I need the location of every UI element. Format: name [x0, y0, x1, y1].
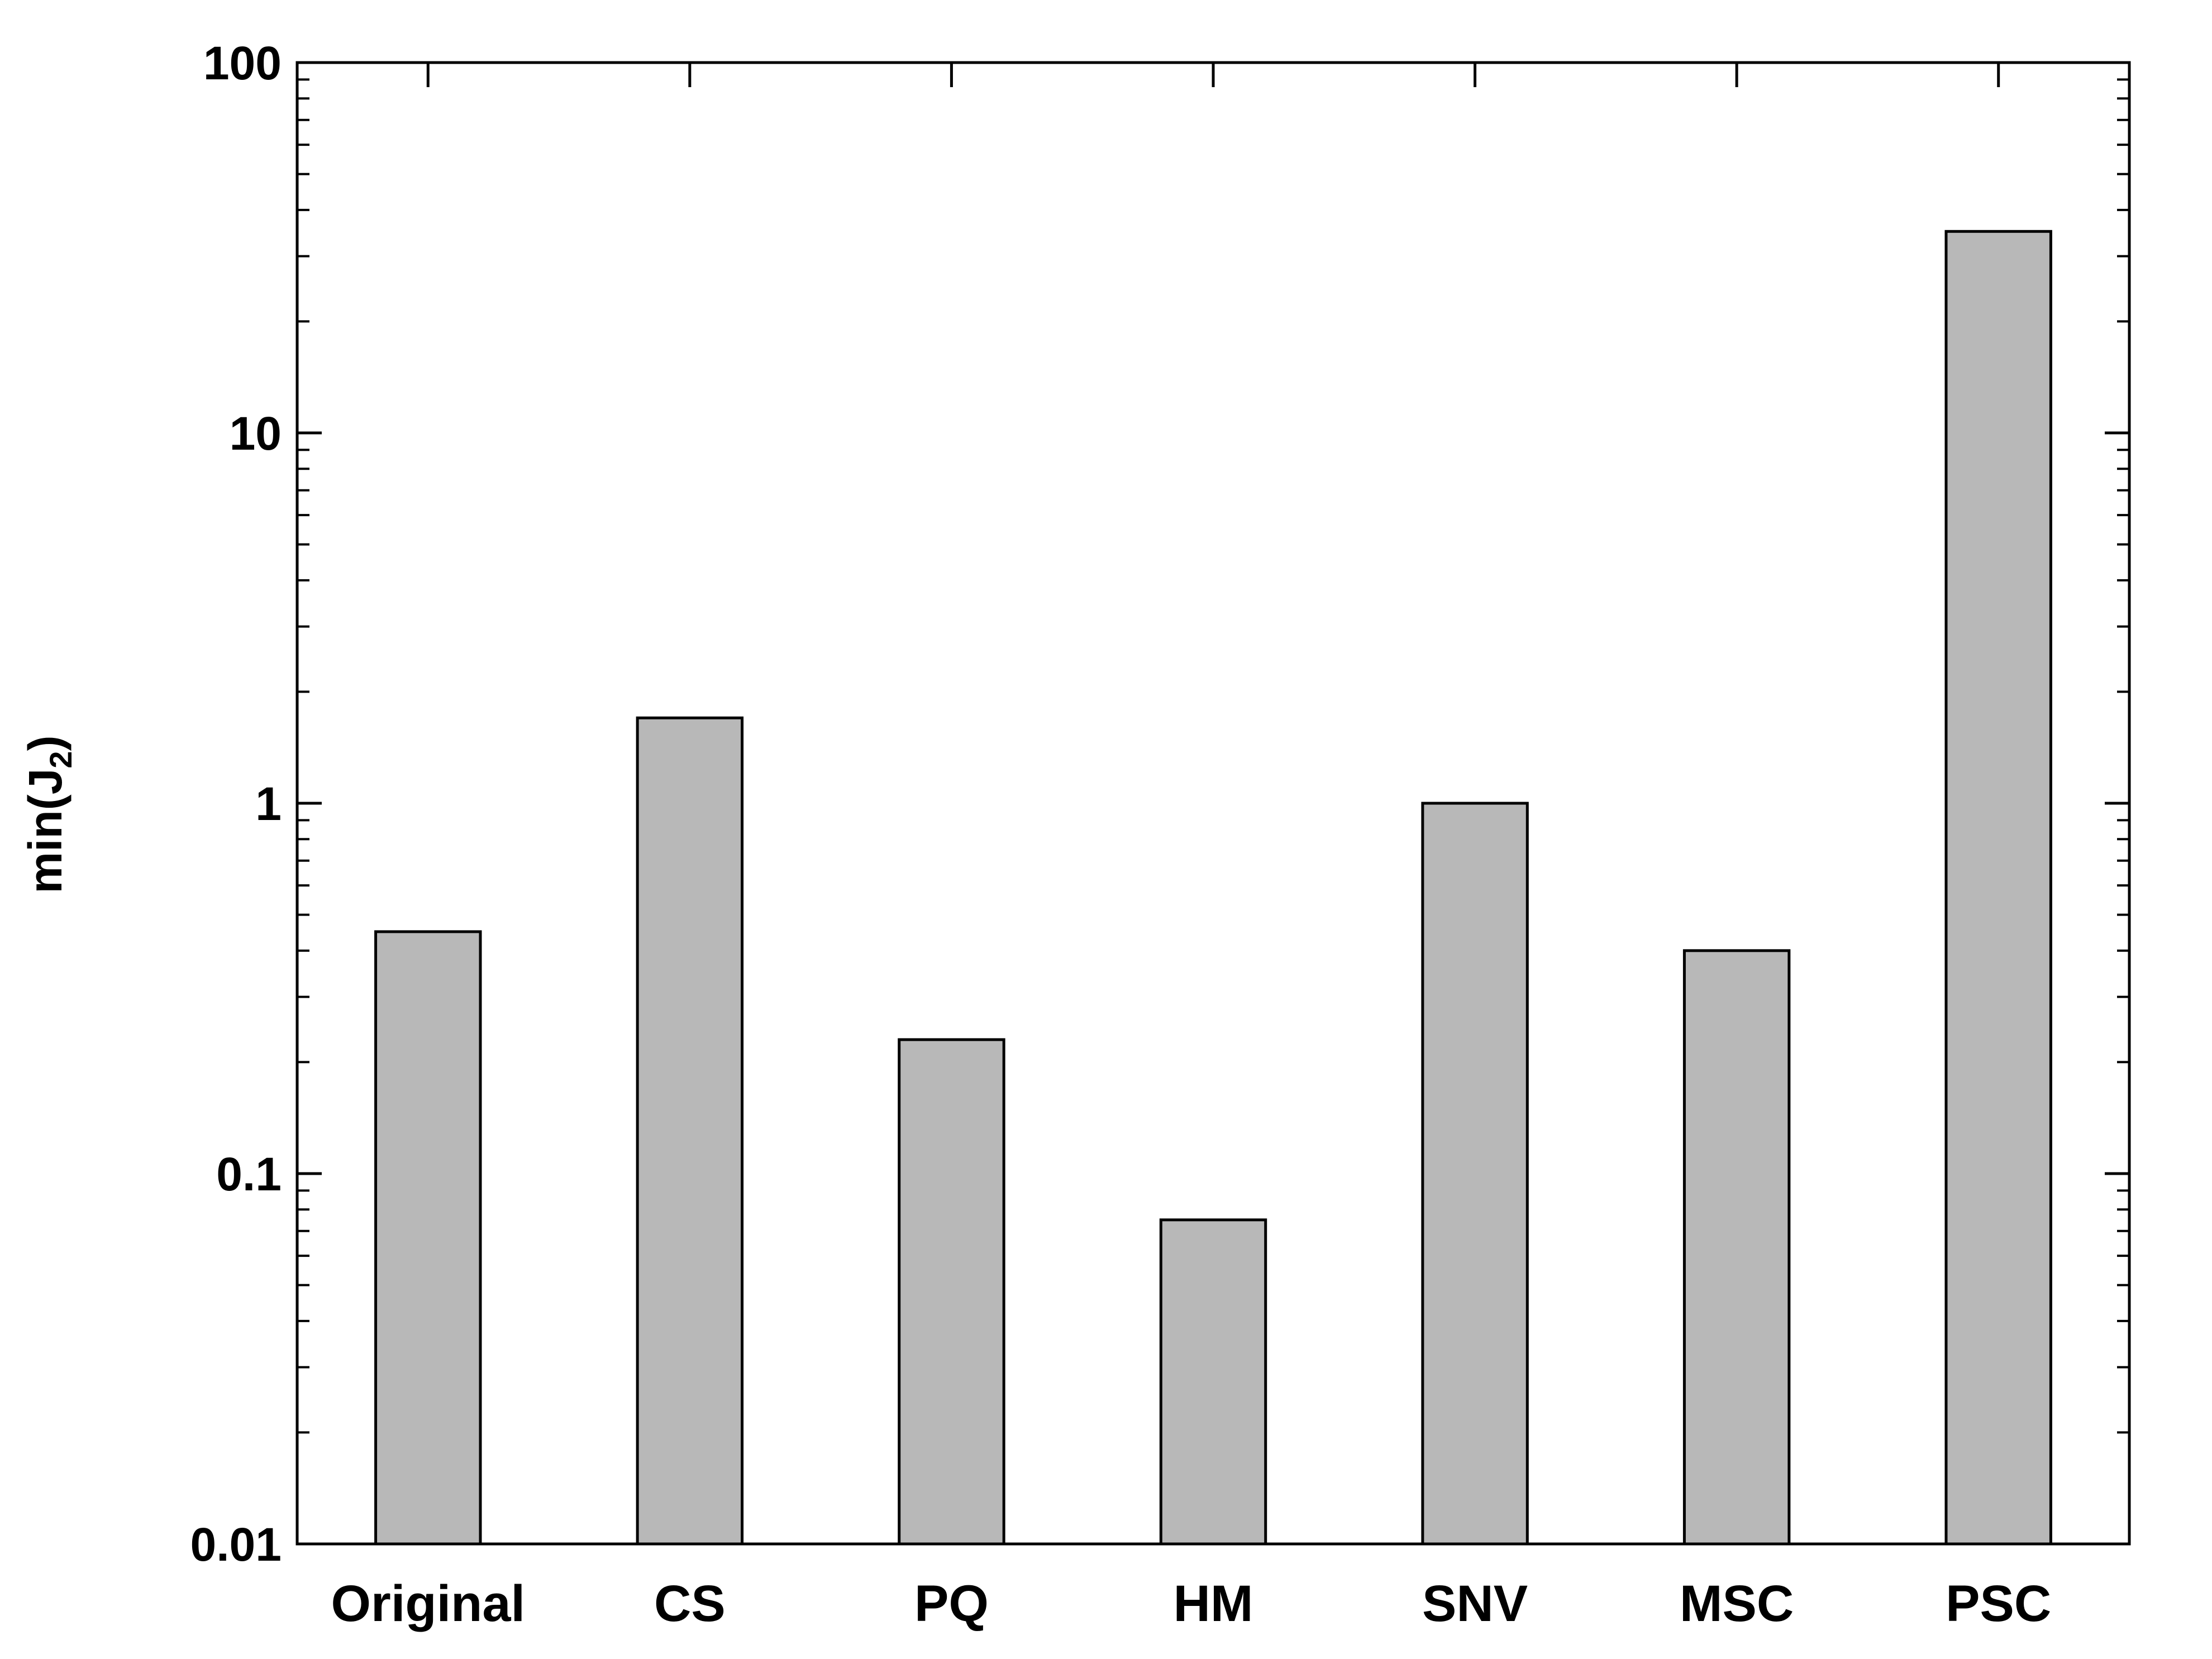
bar-psc [1944, 230, 2052, 1546]
bar-snv [1421, 802, 1529, 1546]
y-axis-title-subscript: 2 [43, 751, 78, 768]
y-axis-title-close: ) [19, 735, 71, 751]
bar-hm [1159, 1218, 1267, 1546]
x-category-labels: Original CS PQ HM SNV MSC PSC [331, 1575, 2051, 1632]
plot-frame [295, 61, 2131, 1546]
y-tick-label: 1 [255, 778, 282, 830]
x-category-label: PSC [1946, 1575, 2051, 1632]
y-axis-title: min(J2) [19, 735, 78, 893]
y-axis-title-base: min(J [19, 769, 71, 894]
y-tick-labels: 0.01 0.1 1 10 100 [190, 37, 282, 1571]
axis-ticks-group [297, 61, 2129, 1546]
y-tick-label: 100 [203, 37, 282, 89]
x-category-label: SNV [1422, 1575, 1528, 1632]
bars-group [374, 230, 2052, 1546]
bar-original [374, 930, 482, 1546]
bar-cs [636, 716, 744, 1546]
x-category-label: Original [331, 1575, 525, 1632]
y-tick-label: 0.01 [190, 1518, 282, 1571]
y-tick-label: 10 [230, 407, 282, 460]
x-category-label: HM [1173, 1575, 1253, 1632]
bar-msc [1682, 949, 1791, 1546]
x-category-label: PQ [914, 1575, 989, 1632]
bar-pq [898, 1038, 1005, 1546]
x-category-label: MSC [1680, 1575, 1794, 1632]
x-category-label: CS [654, 1575, 726, 1632]
y-tick-label: 0.1 [216, 1148, 282, 1200]
